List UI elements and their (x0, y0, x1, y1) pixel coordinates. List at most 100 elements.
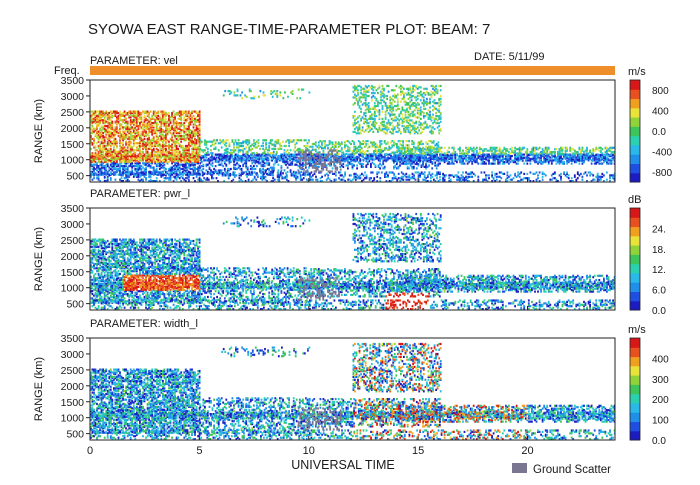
scatter-cell (290, 139, 292, 141)
scatter-cell (385, 153, 387, 155)
scatter-cell (121, 123, 123, 125)
scatter-cell (383, 101, 385, 103)
scatter-cell (398, 86, 400, 88)
scatter-cell (287, 149, 289, 151)
scatter-cell (367, 154, 369, 156)
scatter-cell (419, 148, 421, 150)
scatter-cell (121, 119, 123, 121)
scatter-cell (394, 89, 396, 91)
scatter-cell (235, 149, 237, 151)
scatter-cell (440, 95, 442, 97)
scatter-cell (434, 128, 436, 130)
scatter-cell (125, 125, 127, 127)
scatter-cell (125, 141, 127, 143)
scatter-cell (342, 166, 344, 168)
scatter-cell (185, 128, 187, 130)
scatter-cell (168, 112, 170, 114)
scatter-cell (308, 167, 310, 169)
scatter-cell (107, 112, 109, 114)
scatter-cell (338, 146, 340, 148)
scatter-cell (359, 132, 361, 134)
scatter-cell (438, 108, 440, 110)
scatter-cell (92, 113, 94, 115)
scatter-cell (125, 112, 127, 114)
scatter-cell (354, 115, 356, 117)
scatter-cell (221, 169, 223, 171)
scatter-cell (376, 122, 378, 124)
scatter-cell (229, 142, 231, 144)
scatter-cell (285, 172, 287, 174)
scatter-cell (425, 108, 427, 110)
scatter-cell (416, 162, 418, 164)
scatter-cell (402, 106, 404, 108)
scatter-cell (412, 91, 414, 93)
scatter-cell (138, 131, 140, 133)
scatter-cell (259, 148, 261, 150)
scatter-cell (131, 111, 133, 113)
scatter-cell (307, 145, 309, 147)
scatter-cell (408, 119, 410, 121)
scatter-cell (262, 145, 264, 147)
scatter-cell (212, 174, 214, 176)
scatter-cell (363, 94, 365, 96)
scatter-cell (382, 85, 384, 87)
scatter-cell (391, 102, 393, 104)
scatter-cell (218, 149, 220, 151)
scatter-cell (384, 140, 386, 142)
scatter-cell (285, 164, 287, 166)
scatter-cell (156, 132, 158, 134)
scatter-cell (403, 94, 405, 96)
scatter-cell (423, 115, 425, 117)
scatter-cell (354, 122, 356, 124)
scatter-cell (410, 160, 412, 162)
scatter-cell (402, 157, 404, 159)
scatter-cell (357, 92, 359, 94)
scatter-cell (160, 164, 162, 166)
scatter-cell (369, 121, 371, 123)
scatter-cell (354, 119, 356, 121)
scatter-cell (411, 99, 413, 101)
scatter-cell (342, 156, 344, 158)
scatter-cell (115, 138, 117, 140)
scatter-cell (398, 108, 400, 110)
scatter-cell (374, 86, 376, 88)
scatter-cell (212, 152, 214, 154)
scatter-cell (391, 152, 393, 154)
figure-title: SYOWA EAST RANGE-TIME-PARAMETER PLOT: BE… (88, 21, 490, 38)
scatter-cell (296, 142, 298, 144)
scatter-cell (412, 114, 414, 116)
scatter-cell (221, 146, 223, 148)
scatter-cell (318, 166, 320, 168)
scatter-cell (141, 165, 143, 167)
scatter-cell (352, 150, 354, 152)
scatter-cell (160, 145, 162, 147)
scatter-cell (256, 146, 258, 148)
scatter-cell (408, 116, 410, 118)
scatter-cell (418, 95, 420, 97)
scatter-cell (150, 165, 152, 167)
scatter-cell (245, 156, 247, 158)
scatter-cell (400, 131, 402, 133)
scatter-cell (160, 134, 162, 136)
scatter-cell (185, 174, 187, 176)
scatter-cell (342, 152, 344, 154)
scatter-cell (374, 92, 376, 94)
scatter-cell (355, 159, 357, 161)
scatter-cell (312, 159, 314, 161)
scatter-cell (444, 152, 446, 154)
scatter-cell (376, 150, 378, 152)
scatter-cell (363, 112, 365, 114)
scatter-cell (116, 131, 118, 133)
scatter-cell (374, 111, 376, 113)
scatter-cell (296, 139, 298, 141)
scatter-cell (362, 126, 364, 128)
scatter-cell (441, 147, 443, 149)
scatter-cell (204, 149, 206, 151)
scatter-cell (160, 136, 162, 138)
scatter-cell (422, 143, 424, 145)
parameter-label: PARAMETER: vel (90, 55, 178, 67)
scatter-cell (425, 154, 427, 156)
scatter-cell (145, 155, 147, 157)
scatter-cell (156, 154, 158, 156)
scatter-cell (194, 152, 196, 154)
